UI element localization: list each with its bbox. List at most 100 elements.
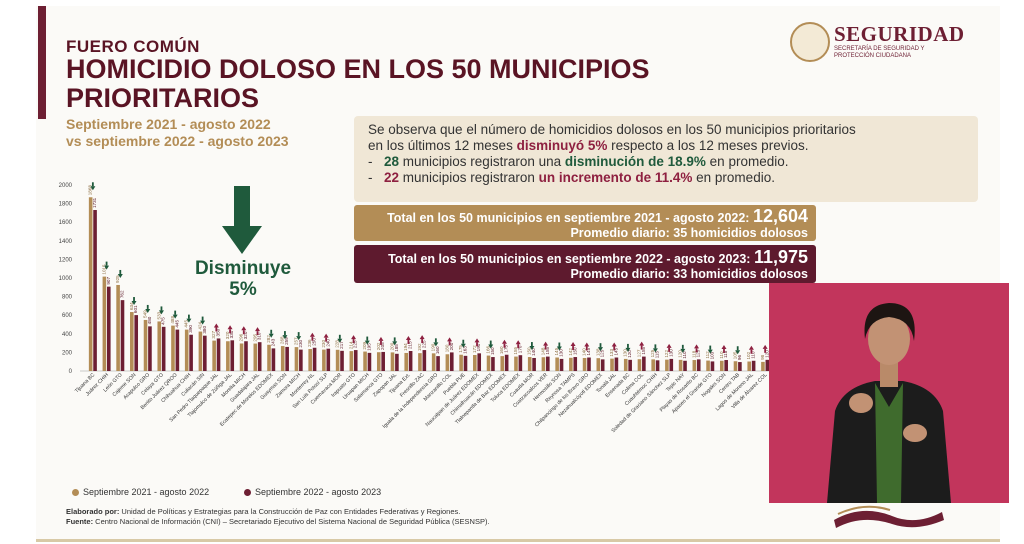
data-label-series-2: 145: [586, 347, 591, 355]
data-label-series-2: 175: [504, 345, 509, 353]
data-label-series-2: 762: [120, 290, 125, 298]
y-tick-label: 1400: [59, 239, 73, 245]
data-label-series-2: 200: [449, 342, 454, 350]
data-label-series-2: 125: [696, 349, 701, 357]
trend-up-arrow-shaft: [325, 337, 327, 342]
data-label-series-2: 240: [325, 339, 330, 347]
total-2-value: 11,975: [753, 247, 808, 267]
data-label-series-1: 296: [239, 333, 244, 341]
trend-up-arrow-shaft: [544, 345, 547, 350]
y-tick-label: 1000: [59, 276, 73, 282]
bar-series-2: [449, 352, 454, 371]
trend-up-arrow-shaft: [215, 327, 218, 332]
data-label-series-1: 209: [362, 341, 367, 349]
data-label-series-1: 125: [650, 349, 655, 357]
data-label-series-1: 295: [252, 333, 257, 341]
bar-series-1: [569, 357, 573, 371]
trend-up-arrow-shaft: [352, 339, 355, 344]
summary-line-2-a: en los últimos 12 meses: [368, 138, 517, 153]
trend-up-arrow-shaft: [764, 348, 767, 353]
trend-up-arrow-icon: [378, 336, 384, 341]
bar-series-1: [706, 360, 710, 371]
data-label-series-1: 138: [595, 348, 600, 356]
footnote-2-text: Centro Nacional de Información (CNI) – S…: [93, 517, 490, 526]
trend-up-arrow-shaft: [229, 329, 231, 334]
trend-down-arrow-icon: [131, 301, 137, 306]
bar-series-2: [189, 334, 193, 371]
bar-series-1: [651, 359, 655, 371]
trend-down-arrow-icon: [625, 347, 631, 352]
y-tick-label: 800: [62, 295, 73, 301]
data-label-series-2: 150: [490, 347, 495, 355]
trend-down-arrow-shaft: [338, 334, 341, 339]
data-label-series-2: 250: [312, 338, 317, 346]
data-label-series-2: 96: [737, 355, 742, 361]
data-label-series-2: 170: [517, 345, 522, 353]
trend-up-arrow-icon: [748, 345, 754, 350]
bar-series-2: [765, 359, 770, 371]
interpreter-figure: [827, 303, 951, 503]
bar-series-2: [106, 286, 111, 371]
accent-bar: [38, 6, 46, 119]
trend-up-arrow-shaft: [256, 331, 259, 336]
data-label-series-2: 130: [668, 349, 673, 357]
trend-up-arrow-shaft: [380, 340, 382, 345]
bar-series-2: [518, 355, 523, 371]
trend-down-arrow-icon: [296, 336, 302, 341]
data-label-series-1: 110: [719, 351, 724, 359]
trend-down-arrow-shaft: [462, 339, 465, 344]
bar-series-2: [161, 326, 166, 371]
bar-series-2: [683, 360, 687, 371]
data-label-series-1: 282: [266, 335, 271, 343]
bar-series-1: [335, 349, 340, 371]
y-tick-label: 1800: [59, 202, 73, 208]
bar-series-1: [226, 341, 230, 371]
data-label-series-2: 145: [613, 347, 618, 355]
seal-icon: [790, 22, 830, 62]
total-2021-2022: Total en los 50 municipios en septiembre…: [354, 205, 816, 241]
trend-down-arrow-icon: [652, 348, 658, 353]
data-label-series-1: 320: [225, 331, 230, 339]
trend-down-arrow-icon: [680, 348, 686, 353]
bar-series-1: [719, 360, 724, 371]
bar-series-1: [390, 352, 395, 371]
trend-up-arrow-shaft: [503, 343, 506, 348]
data-label-series-1: 192: [417, 343, 422, 351]
data-label-series-1: 236: [307, 339, 312, 347]
bar-series-2: [696, 359, 701, 371]
bar-series-2: [559, 358, 564, 371]
trend-up-arrow-icon: [241, 326, 247, 331]
trend-down-arrow-shaft: [201, 316, 204, 321]
bullet-1-text-a: municipios registraron una: [399, 154, 565, 169]
data-label-series-2: 1731: [92, 197, 97, 208]
trend-up-arrow-icon: [666, 343, 672, 348]
summary-line-1: Se observa que el número de homicidios d…: [368, 122, 856, 137]
trend-down-arrow-shaft: [284, 331, 286, 336]
footnote-1-text: Unidad de Políticas y Estrategias para l…: [119, 507, 461, 516]
trend-down-arrow-icon: [364, 340, 370, 345]
bar-series-2: [628, 359, 632, 371]
bar-series-1: [678, 359, 683, 371]
legend-label-series-2: Septiembre 2022 - agosto 2023: [255, 487, 382, 497]
total-1-daily: Promedio diario: 35 homicidios dolosos: [570, 226, 808, 240]
bullet-1-count: 28: [384, 154, 400, 169]
trend-up-arrow-icon: [515, 340, 521, 345]
summary-line-2: en los últimos 12 meses disminuyó 5% res…: [368, 138, 964, 154]
bar-series-1: [555, 357, 559, 371]
total-2-label: Total en los 50 municipios en septiembre…: [388, 252, 754, 266]
bar-series-1: [239, 343, 244, 371]
trend-up-arrow-icon: [351, 335, 357, 340]
data-label-series-1: 172: [472, 345, 477, 353]
bar-series-1: [349, 351, 354, 371]
decrease-indicator-label: Disminuye: [194, 258, 292, 279]
data-label-series-1: 166: [486, 345, 491, 353]
data-label-series-1: 118: [691, 350, 696, 358]
data-label-series-2: 475: [161, 317, 166, 325]
bar-series-2: [381, 351, 385, 371]
data-label-series-2: 225: [353, 340, 358, 348]
data-label-series-1: 130: [623, 349, 628, 357]
bar-series-2: [738, 362, 742, 371]
bar-series-2: [148, 326, 152, 371]
bar-series-1: [733, 361, 738, 371]
data-label-series-2: 103: [709, 351, 714, 359]
